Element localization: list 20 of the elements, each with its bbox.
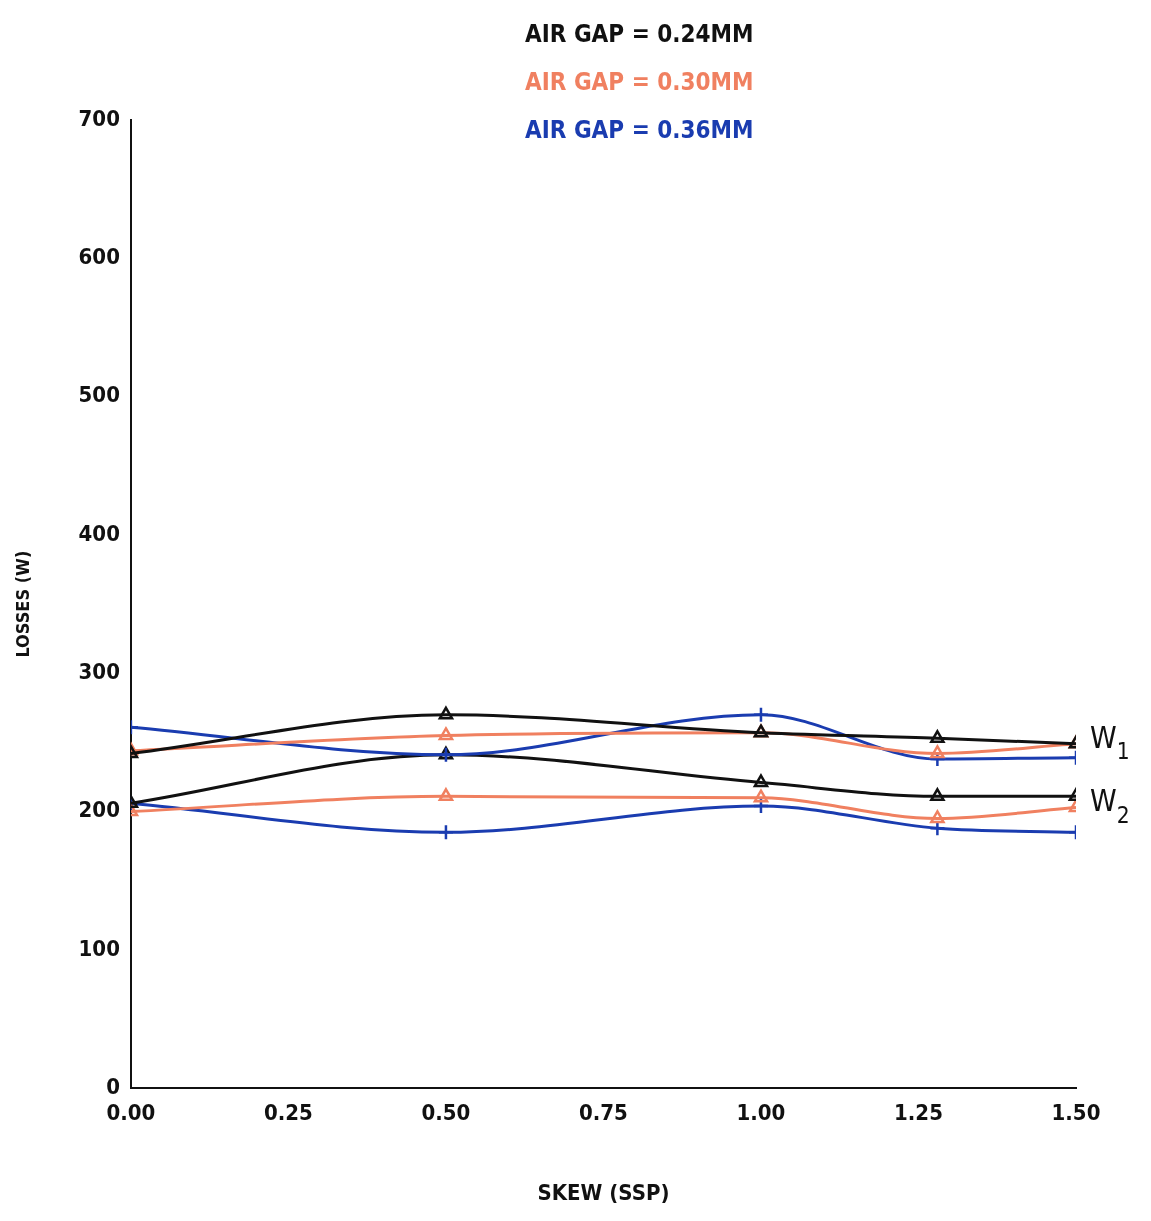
x-tick-label: 0.25 <box>264 1100 313 1126</box>
x-tick-label: 0.50 <box>421 1100 471 1126</box>
x-tick-label: 1.50 <box>1051 1100 1101 1126</box>
x-tick-label: 0.00 <box>106 1100 156 1126</box>
x-tick-label: 1.25 <box>894 1100 943 1126</box>
y-tick-label: 100 <box>78 935 120 961</box>
y-tick-label: 500 <box>78 382 120 408</box>
text: AIR GAP = 0.36MM <box>525 115 754 146</box>
y-tick-label: 0 <box>106 1073 120 1099</box>
y-axis-title: LOSSES (W) <box>12 550 34 658</box>
y-tick-label: 300 <box>78 658 120 684</box>
x-axis-title: SKEW (SSP) <box>537 1179 670 1205</box>
y-tick-label: 700 <box>78 105 120 131</box>
y-tick-label: 600 <box>78 244 120 270</box>
y-tick-label: 200 <box>78 797 120 823</box>
text: AIR GAP = 0.24MM <box>525 19 754 50</box>
x-tick-label: 0.75 <box>579 1100 628 1126</box>
x-tick-label: 1.00 <box>736 1100 786 1126</box>
text: AIR GAP = 0.30MM <box>525 67 754 98</box>
y-tick-label: 400 <box>78 520 120 546</box>
